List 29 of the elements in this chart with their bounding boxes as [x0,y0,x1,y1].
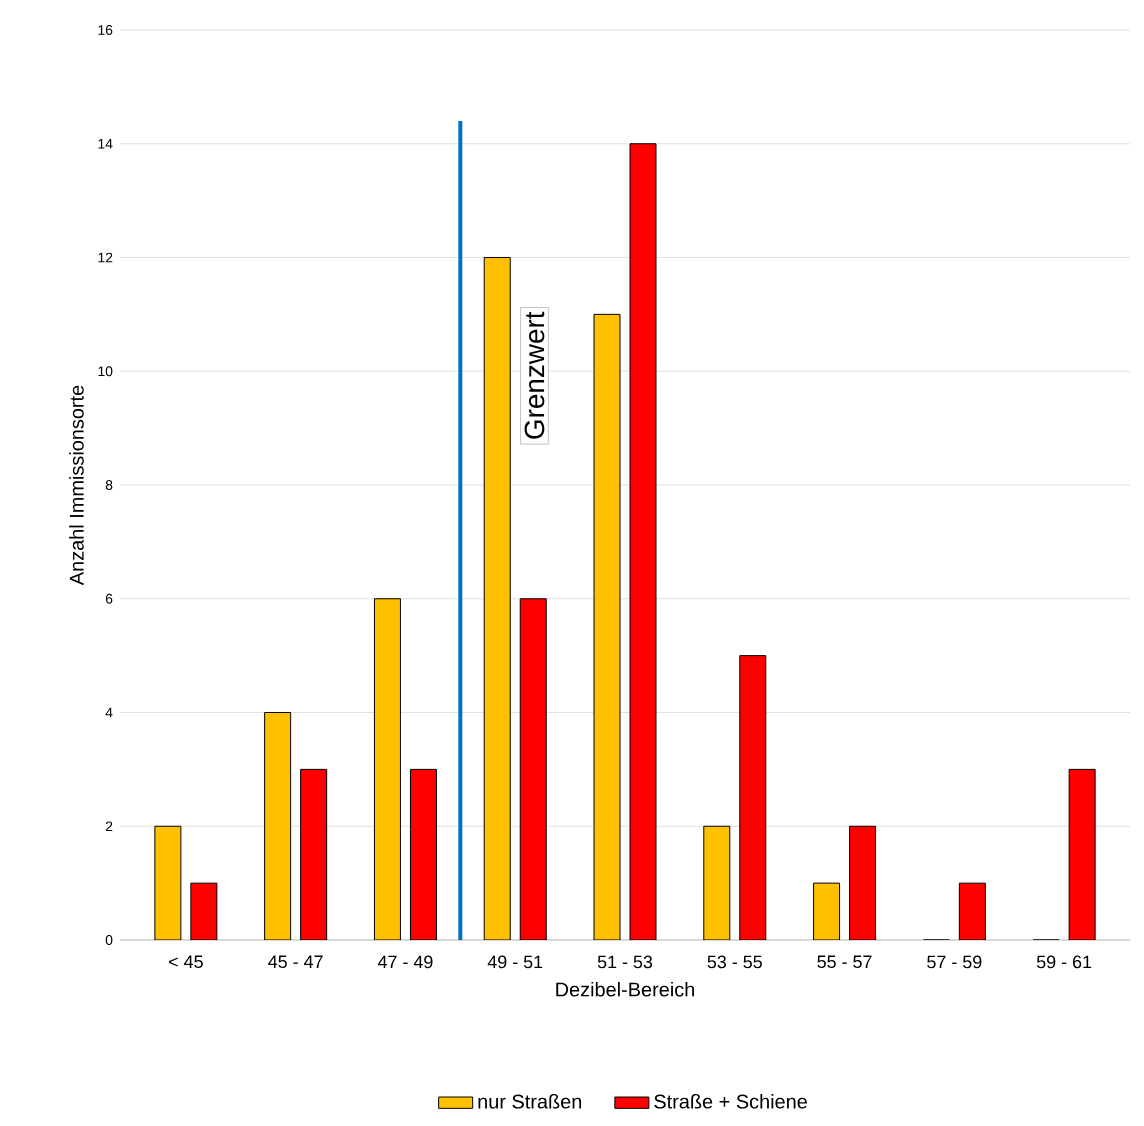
bar [739,655,767,940]
x-tick-label: < 45 [169,955,203,969]
x-tick-label: 55 - 57 [817,955,872,969]
bar [629,143,657,940]
y-axis-title: Anzahl Immissionsorte [69,385,84,586]
x-tick-label: 59 - 61 [1036,955,1092,969]
bar [703,825,731,940]
bar [849,825,877,940]
x-tick-label: 53 - 55 [707,955,762,969]
bar [483,256,511,940]
bar [958,882,986,940]
x-axis-title: Dezibel-Bereich [556,981,694,997]
bar [409,768,437,940]
x-tick-label: 51 - 53 [597,955,653,969]
bar [300,768,328,940]
x-tick-label: 57 - 59 [927,955,982,969]
bar [264,712,292,940]
bar [593,313,621,940]
bar [519,598,547,940]
x-tick-label: 47 - 49 [377,955,433,969]
legend-label: Straße + Schiene [654,1093,807,1109]
legend-label: nur Straßen [478,1093,582,1109]
bar [813,882,841,940]
x-tick-label: 49 - 51 [487,955,543,969]
x-tick-label: 45 - 47 [268,955,323,969]
bar [373,598,401,940]
bar [1068,768,1096,940]
bar [154,825,182,940]
ref-line-label: Grenzwert [524,311,545,439]
